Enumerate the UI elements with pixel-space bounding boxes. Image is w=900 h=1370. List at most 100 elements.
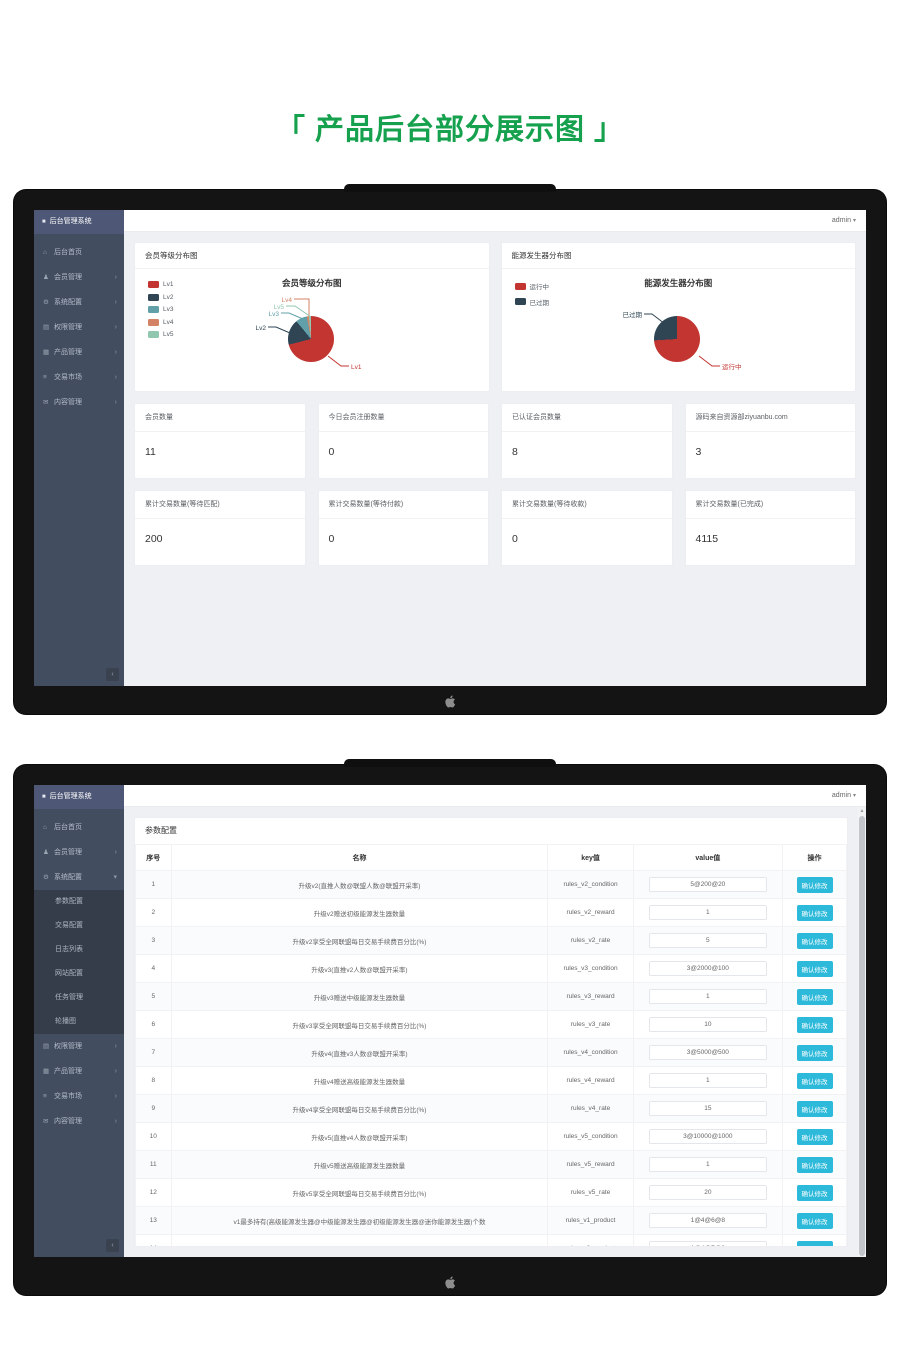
value-input[interactable]: 10 — [648, 1017, 768, 1032]
cell-key: rules_v2_reward — [547, 898, 634, 927]
value-input[interactable]: 3@5000@500 — [648, 1045, 768, 1060]
confirm-modify-button[interactable]: 确认修改 — [796, 1184, 833, 1201]
confirm-modify-button[interactable]: 确认修改 — [796, 1128, 833, 1145]
legend-item[interactable]: Lv1 — [148, 281, 173, 288]
collapse-left-icon[interactable]: ‹ — [106, 668, 119, 681]
confirm-modify-button[interactable]: 确认修改 — [796, 932, 833, 949]
col-header-key: key值 — [547, 844, 634, 871]
cell-key: rules_v3_rate — [547, 1010, 634, 1039]
product-icon: ▦ — [43, 349, 50, 356]
col-header-value: value值 — [632, 844, 784, 871]
cell-name: 升级v3享受全网联盟每日交易手续费百分比(%) — [170, 1010, 549, 1039]
confirm-modify-button[interactable]: 确认修改 — [796, 904, 833, 921]
sidebar-item[interactable]: ▦ 产品管理 › — [34, 1059, 124, 1084]
cell-key: rules_v2_condition — [547, 870, 634, 899]
confirm-modify-button[interactable]: 确认修改 — [796, 1240, 833, 1246]
stat-card: 会员数量 11 — [134, 403, 306, 479]
sidebar-item[interactable]: ⚙ 系统配置 › — [34, 290, 124, 315]
value-input[interactable]: 15 — [648, 1101, 768, 1116]
app-title-bar: ■ 后台管理系统 — [34, 210, 124, 234]
value-input[interactable]: 1@4@6@8 — [648, 1213, 768, 1228]
col-header-action: 操作 — [782, 844, 847, 871]
scrollbar-up-icon[interactable]: ▲ — [859, 808, 865, 814]
collapse-left-icon[interactable]: ‹ — [106, 1239, 119, 1252]
confirm-modify-button[interactable]: 确认修改 — [796, 876, 833, 893]
sidebar-item-label: 会员管理 — [54, 849, 82, 856]
value-input[interactable]: 1 — [648, 905, 768, 920]
sidebar-item[interactable]: ✉ 内容管理 › — [34, 390, 124, 415]
value-input[interactable]: 1@4@7@9 — [648, 1241, 768, 1246]
legend-item[interactable]: Lv4 — [148, 318, 173, 326]
stat-card: 已认证会员数量 8 — [501, 403, 673, 479]
sidebar-item[interactable]: ✉ 内容管理 › — [34, 1109, 124, 1134]
sidebar-subitem[interactable]: 日志列表 — [55, 946, 83, 953]
chart-legend: Lv1 Lv2 Lv3 — [148, 281, 173, 344]
legend-item[interactable]: Lv5 — [148, 331, 173, 338]
value-input[interactable]: 1 — [648, 1073, 768, 1088]
col-header-no: 序号 — [135, 844, 172, 871]
legend-item[interactable]: Lv2 — [148, 293, 173, 301]
sidebar-item[interactable]: ≡ 交易市场 › — [34, 1084, 124, 1109]
pie-label: Lv3 — [269, 311, 280, 318]
cell-no: 12 — [135, 1178, 172, 1207]
chevron-right-icon: › — [114, 324, 117, 331]
confirm-modify-button[interactable]: 确认修改 — [796, 1212, 833, 1229]
value-input[interactable]: 5@200@20 — [648, 877, 768, 892]
product-icon: ▦ — [43, 1068, 50, 1075]
sidebar-item-label: 交易市场 — [54, 374, 82, 381]
app-logo-icon: ■ — [42, 219, 46, 225]
chevron-right-icon: › — [114, 374, 117, 381]
confirm-modify-button[interactable]: 确认修改 — [796, 1072, 833, 1089]
sidebar-subitem[interactable]: 网站配置 — [55, 970, 83, 977]
app-title: 后台管理系统 — [49, 793, 92, 800]
sidebar-item[interactable]: ⌂ 后台首页 — [34, 815, 124, 840]
sidebar-subitem[interactable]: 交易配置 — [55, 922, 83, 929]
cell-name: 升级v4(直推v3人数@联盟开采率) — [170, 1038, 549, 1067]
legend-item[interactable]: 运行中 — [514, 281, 549, 291]
table-row: 10 升级v5(直推v4人数@联盟开采率) rules_v5_condition… — [135, 1122, 847, 1151]
stat-value: 0 — [328, 446, 335, 458]
sidebar-subitem[interactable]: 任务管理 — [55, 994, 83, 1001]
legend-item[interactable]: 已过期 — [514, 297, 549, 307]
value-input[interactable]: 1 — [648, 1157, 768, 1172]
legend-item[interactable]: Lv3 — [148, 306, 173, 313]
confirm-modify-button[interactable]: 确认修改 — [796, 960, 833, 977]
confirm-modify-button[interactable]: 确认修改 — [796, 1100, 833, 1117]
sidebar-item[interactable]: ▦ 产品管理 › — [34, 340, 124, 365]
chart-card-header: 能源发生器分布图 — [501, 243, 855, 269]
app-logo-icon: ■ — [42, 794, 46, 800]
value-input[interactable]: 5 — [648, 933, 768, 948]
confirm-modify-button[interactable]: 确认修改 — [796, 1156, 833, 1173]
confirm-modify-button[interactable]: 确认修改 — [796, 1044, 833, 1061]
sidebar-item[interactable]: ♟ 会员管理 › — [34, 840, 124, 865]
user-menu[interactable]: admin ▾ — [832, 785, 856, 807]
sidebar-item[interactable]: ⚙ 系统配置 ▾ — [34, 865, 124, 890]
pie-chart-member-level — [287, 316, 334, 362]
scrollbar-thumb[interactable] — [859, 816, 865, 1256]
sidebar-item-label: 会员管理 — [54, 274, 82, 281]
params-table: 序号 名称 key值 value值 操作 1 升级v2(直推人数@联盟人数@ — [135, 844, 847, 1246]
sidebar-item[interactable]: ⌂ 后台首页 — [34, 240, 124, 265]
value-input[interactable]: 3@2000@100 — [648, 961, 768, 976]
sidebar-item[interactable]: ♟ 会员管理 › — [34, 265, 124, 290]
sidebar-item[interactable]: ▤ 权限管理 › — [34, 315, 124, 340]
user-menu[interactable]: admin ▾ — [832, 210, 856, 232]
confirm-modify-button[interactable]: 确认修改 — [796, 988, 833, 1005]
chevron-down-icon: ▾ — [113, 874, 117, 881]
pie-label: 运行中 — [722, 362, 742, 371]
cell-no: 5 — [135, 982, 172, 1011]
chevron-right-icon: › — [114, 274, 117, 281]
pie-label: 已过期 — [622, 310, 642, 319]
sidebar-subitem[interactable]: 参数配置 — [55, 898, 83, 905]
value-input[interactable]: 3@10000@1000 — [648, 1129, 768, 1144]
pie-label: Lv4 — [282, 297, 293, 304]
sidebar-item[interactable]: ≡ 交易市场 › — [34, 365, 124, 390]
sidebar-subitem[interactable]: 轮播图 — [55, 1018, 76, 1025]
cell-key: rules_v4_condition — [547, 1038, 634, 1067]
content-icon: ✉ — [43, 399, 49, 406]
value-input[interactable]: 1 — [648, 989, 768, 1004]
confirm-modify-button[interactable]: 确认修改 — [796, 1016, 833, 1033]
sidebar-item[interactable]: ▤ 权限管理 › — [34, 1034, 124, 1059]
value-input[interactable]: 20 — [648, 1185, 768, 1200]
scrollbar[interactable]: ▲ — [858, 807, 866, 1257]
